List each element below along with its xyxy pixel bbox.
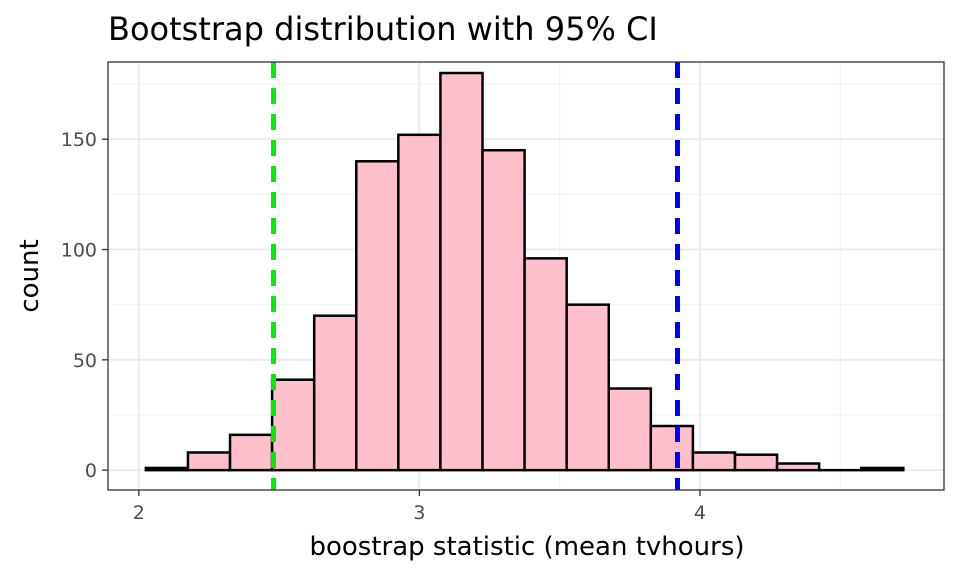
histogram-bar [228, 433, 274, 472]
histogram-bar [186, 451, 232, 472]
histogram-bar [270, 378, 316, 472]
y-tick-label: 0 [85, 460, 97, 482]
plot-panel: 0 50 100 150 2 3 4 [61, 61, 945, 524]
histogram-bar [565, 303, 611, 472]
x-tick-label: 3 [413, 502, 425, 524]
histogram-bar [397, 133, 442, 472]
y-axis-title: count [15, 239, 45, 312]
chart-title: Bootstrap distribution with 95% CI [108, 10, 658, 48]
histogram-bar [649, 424, 695, 472]
histogram-bar [859, 466, 905, 472]
histogram-bar [733, 453, 779, 472]
histogram-bar [691, 451, 737, 472]
histogram-bar [312, 314, 358, 472]
x-tick-label: 2 [133, 502, 145, 524]
y-tick-label: 100 [61, 240, 97, 262]
y-tick-label: 50 [73, 350, 97, 372]
panel-border [107, 61, 945, 491]
x-tick-label: 4 [694, 502, 706, 524]
histogram-bar [775, 462, 821, 472]
histogram-bar [144, 466, 190, 472]
x-axis-title: boostrap statistic (mean tvhours) [309, 532, 744, 562]
histogram-bar [355, 160, 400, 472]
histogram-bar [607, 387, 653, 472]
histogram-bar [481, 148, 526, 472]
histogram-bar [439, 71, 484, 472]
histogram-bar [523, 257, 568, 472]
y-tick-label: 150 [61, 129, 97, 151]
